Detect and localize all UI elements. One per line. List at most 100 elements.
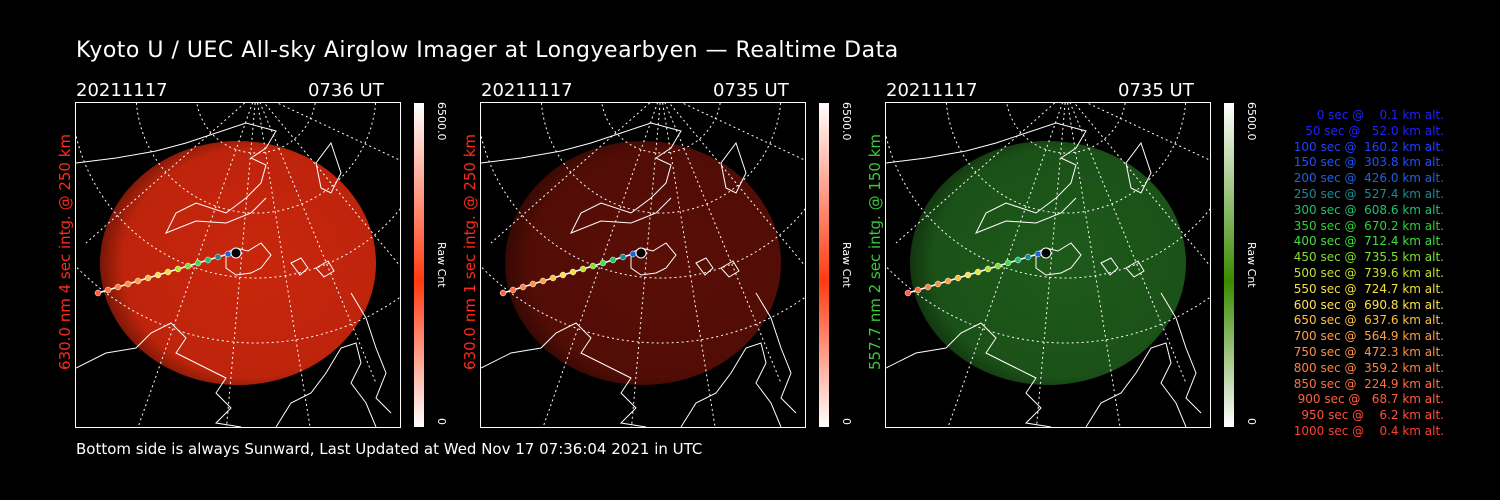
panel-time: 0735 UT <box>1118 80 1194 101</box>
legend-row: 950 sec @ 6.2 km alt. <box>1301 408 1444 423</box>
altitude-legend: 0 sec @ 0.1 km alt. 50 sec @ 52.0 km alt.… <box>1294 108 1444 440</box>
legend-row: 550 sec @ 724.7 km alt. <box>1293 281 1444 296</box>
legend-row: 400 sec @ 712.4 km alt. <box>1293 234 1444 249</box>
channel-label: 630.0 nm 1 sec intg. @ 250 km <box>461 133 479 370</box>
station-marker <box>635 247 647 259</box>
trajectory-marker <box>559 271 567 279</box>
allsky-svg <box>481 103 805 427</box>
legend-row: 50 sec @ 52.0 km alt. <box>1305 123 1444 138</box>
station-marker <box>230 247 242 259</box>
trajectory-marker <box>619 253 627 261</box>
trajectory-marker <box>529 280 537 288</box>
colorbar-max-label: 6500.0 <box>1245 102 1258 141</box>
legend-row: 750 sec @ 472.3 km alt. <box>1293 344 1444 359</box>
trajectory-marker <box>94 289 102 297</box>
allsky-svg <box>76 103 400 427</box>
legend-row: 0 sec @ 0.1 km alt. <box>1316 108 1444 122</box>
trajectory-marker <box>519 283 527 291</box>
page-title: Kyoto U / UEC All-sky Airglow Imager at … <box>76 38 899 63</box>
trajectory-marker <box>214 253 222 261</box>
trajectory-marker <box>174 265 182 273</box>
trajectory-marker <box>184 262 192 270</box>
trajectory-marker <box>549 274 557 282</box>
allsky-image <box>480 102 806 428</box>
trajectory-marker <box>994 262 1002 270</box>
trajectory-marker <box>609 256 617 264</box>
airglow-region <box>505 141 781 385</box>
trajectory-marker <box>539 277 547 285</box>
colorbar-max-label: 6500.0 <box>840 102 853 141</box>
trajectory-marker <box>164 268 172 276</box>
legend-row: 700 sec @ 564.9 km alt. <box>1293 329 1444 344</box>
channel-label: 630.0 nm 4 sec intg. @ 250 km <box>56 133 74 370</box>
airglow-region <box>100 141 376 385</box>
coastline <box>481 122 797 427</box>
airglow-region <box>910 141 1186 385</box>
trajectory-marker <box>934 280 942 288</box>
colorbar-min-label: 0 <box>1245 418 1258 425</box>
trajectory-marker <box>629 250 637 258</box>
trajectory-marker <box>204 256 212 264</box>
station-marker <box>1040 247 1052 259</box>
trajectory-marker <box>1014 256 1022 264</box>
trajectory-marker <box>984 265 992 273</box>
channel-label: 557.7 nm 2 sec intg. @ 150 km <box>866 133 884 370</box>
trajectory-marker <box>134 277 142 285</box>
colorbar-unit-label: Raw Cnt <box>840 242 853 288</box>
trajectory-marker <box>924 283 932 291</box>
colorbar <box>819 103 829 427</box>
trajectory-marker <box>904 289 912 297</box>
coastline <box>886 122 1202 427</box>
legend-row: 650 sec @ 637.6 km alt. <box>1293 313 1444 328</box>
legend-row: 350 sec @ 670.2 km alt. <box>1293 218 1444 233</box>
coastline <box>76 122 392 427</box>
trajectory-marker <box>194 259 202 267</box>
colorbar-unit-label: Raw Cnt <box>435 242 448 288</box>
legend-row: 850 sec @ 224.9 km alt. <box>1293 376 1444 391</box>
trajectory-marker <box>589 262 597 270</box>
legend-row: 450 sec @ 735.5 km alt. <box>1293 250 1444 265</box>
colorbar <box>1224 103 1234 427</box>
allsky-image <box>75 102 401 428</box>
legend-row: 100 sec @ 160.2 km alt. <box>1293 139 1444 154</box>
trajectory-marker <box>224 250 232 258</box>
trajectory-marker <box>114 283 122 291</box>
colorbar-min-label: 0 <box>840 418 853 425</box>
trajectory-marker <box>144 274 152 282</box>
trajectory-marker <box>1024 253 1032 261</box>
footer-note: Bottom side is always Sunward, Last Upda… <box>76 440 703 458</box>
legend-row: 300 sec @ 608.6 km alt. <box>1293 202 1444 217</box>
trajectory-marker <box>974 268 982 276</box>
trajectory-marker <box>599 259 607 267</box>
legend-row: 500 sec @ 739.6 km alt. <box>1293 265 1444 280</box>
trajectory-marker <box>509 286 517 294</box>
colorbar-max-label: 6500.0 <box>435 102 448 141</box>
trajectory-marker <box>104 286 112 294</box>
colorbar <box>414 103 424 427</box>
colorbar-min-label: 0 <box>435 418 448 425</box>
allsky-svg <box>886 103 1210 427</box>
trajectory-marker <box>944 277 952 285</box>
legend-row: 200 sec @ 426.0 km alt. <box>1293 171 1444 186</box>
trajectory-marker <box>569 268 577 276</box>
trajectory-marker <box>124 280 132 288</box>
trajectory-marker <box>914 286 922 294</box>
panel-date: 20211117 <box>481 80 573 101</box>
trajectory-marker <box>499 289 507 297</box>
trajectory-marker <box>1004 259 1012 267</box>
legend-row: 600 sec @ 690.8 km alt. <box>1293 297 1444 312</box>
legend-row: 900 sec @ 68.7 km alt. <box>1297 392 1444 407</box>
legend-row: 250 sec @ 527.4 km alt. <box>1293 186 1444 201</box>
panel-date: 20211117 <box>886 80 978 101</box>
allsky-image <box>885 102 1211 428</box>
panel-time: 0735 UT <box>713 80 789 101</box>
trajectory-marker <box>964 271 972 279</box>
trajectory-marker <box>954 274 962 282</box>
legend-row: 150 sec @ 303.8 km alt. <box>1293 155 1444 170</box>
trajectory-marker <box>1034 250 1042 258</box>
legend-row: 1000 sec @ 0.4 km alt. <box>1293 423 1444 438</box>
trajectory-marker <box>579 265 587 273</box>
panel-time: 0736 UT <box>308 80 384 101</box>
colorbar-unit-label: Raw Cnt <box>1245 242 1258 288</box>
legend-row: 800 sec @ 359.2 km alt. <box>1293 360 1444 375</box>
